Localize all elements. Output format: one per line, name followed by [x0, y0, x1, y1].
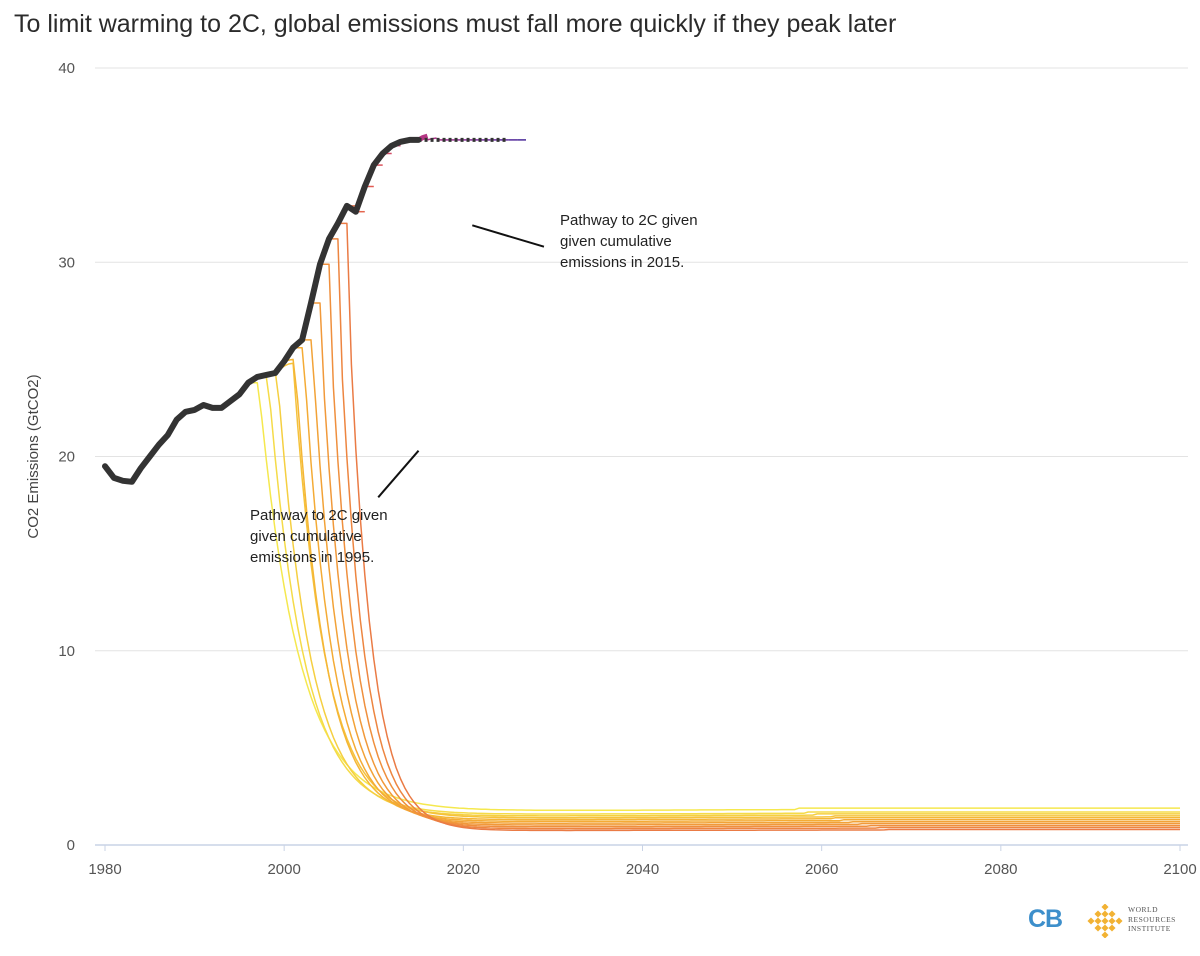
historical-emissions-line — [102, 136, 422, 485]
y-tick-label: 10 — [58, 643, 75, 660]
wri-lattice-cell — [1101, 917, 1109, 925]
x-tick-label: 2040 — [626, 861, 659, 878]
annotation-text: Pathway to 2C given given cumulative emiss… — [560, 212, 698, 271]
wri-lattice-cell — [1108, 917, 1116, 925]
wri-lattice-cell — [1094, 924, 1102, 932]
x-tick-label: 2060 — [805, 861, 838, 878]
axes: 0 10 20 30 40 1980 2000 2020 2040 2060 2080 2100 CO2… — [25, 60, 1197, 878]
x-tick-label: 2000 — [267, 861, 300, 878]
x-tick-label: 1980 — [88, 861, 121, 878]
wri-lattice-cell — [1094, 917, 1102, 925]
wri-lattice-cell — [1101, 910, 1109, 918]
wri-lattice-cell — [1108, 910, 1116, 918]
pathway-line — [248, 381, 1180, 812]
pathway-line — [293, 346, 1180, 823]
pathway-line — [284, 358, 1180, 821]
annotation-leader-line — [377, 450, 420, 498]
pathway-line — [274, 362, 1180, 819]
y-tick-label: 30 — [58, 254, 75, 271]
wri-lattice-cell — [1087, 917, 1095, 925]
x-tick-label: 2100 — [1163, 861, 1196, 878]
annotation-line: given cumulative — [250, 528, 362, 545]
wri-logo-text: WORLD RESOURCES INSTITUTE — [1128, 905, 1176, 934]
annotations: Pathway to 2C given given cumulative emiss… — [250, 212, 698, 566]
carbon-brief-logo: CB — [1028, 905, 1063, 933]
wri-lattice-cell — [1101, 924, 1109, 932]
annotation-line: Pathway to 2C given — [250, 507, 388, 524]
y-tick-label: 0 — [67, 837, 75, 854]
historical-series — [102, 136, 509, 485]
y-tick-label: 40 — [58, 60, 75, 77]
annotation-text: Pathway to 2C given given cumulative emiss… — [250, 507, 388, 566]
pathway-line — [257, 376, 1180, 815]
pathway-line — [311, 302, 1180, 826]
pathway-line — [320, 263, 1180, 828]
annotation-line: emissions in 1995. — [250, 549, 374, 566]
pathway-lines — [248, 133, 1180, 832]
wri-logo: WORLD RESOURCES INSTITUTE — [1086, 903, 1196, 939]
wri-lattice-cell — [1101, 931, 1109, 939]
wri-lattice-cell — [1115, 917, 1123, 925]
annotation-line: given cumulative — [560, 233, 672, 250]
pathway-line — [337, 222, 1180, 832]
wri-logo-line: RESOURCES — [1128, 914, 1176, 924]
annotation-line: emissions in 2015. — [560, 254, 684, 271]
wri-lattice-cell — [1101, 903, 1109, 911]
wri-lattice-cell — [1108, 924, 1116, 932]
pathway-line — [265, 370, 1180, 817]
x-tick-label: 2080 — [984, 861, 1017, 878]
x-tick-label: 2020 — [447, 861, 480, 878]
annotation-line: Pathway to 2C given — [560, 212, 698, 229]
wri-lattice-cell — [1094, 910, 1102, 918]
wri-logo-line: INSTITUTE — [1128, 924, 1171, 933]
y-axis-label: CO2 Emissions (GtCO2) — [25, 374, 42, 538]
pathway-line — [329, 238, 1180, 830]
pathway-line — [302, 339, 1180, 824]
y-tick-label: 20 — [58, 449, 75, 466]
grid-lines — [95, 67, 1188, 652]
wri-lattice-icon — [1087, 903, 1123, 939]
annotation-leader-line — [472, 224, 545, 248]
chart-title: To limit warming to 2C, global emissions… — [14, 10, 897, 38]
wri-logo-line: WORLD — [1128, 905, 1158, 914]
